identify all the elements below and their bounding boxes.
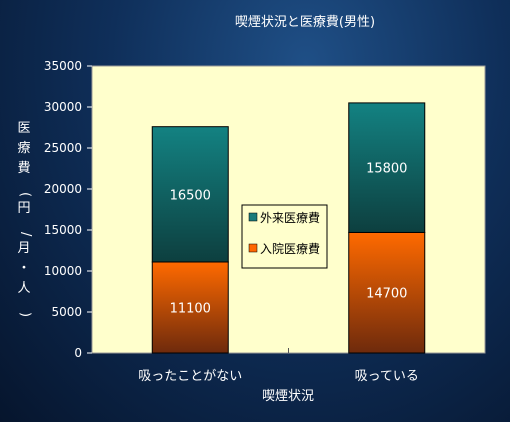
bars: 11100 16500 14700 15800	[151, 102, 426, 354]
bar-inpatient-1	[348, 231, 426, 354]
x-tick-label: 吸っている	[355, 369, 419, 384]
y-axis-title: 医療費(円/月・人)	[17, 121, 32, 317]
bar-inpatient-0	[151, 261, 229, 354]
legend-label: 入院医療費	[260, 241, 320, 256]
y-tick-label: 5000	[51, 305, 82, 319]
bar-outpatient-0	[151, 126, 229, 263]
bar-value-label: 15800	[366, 162, 407, 177]
bar-value-label: 11100	[170, 301, 211, 316]
y-tick-label: 30000	[44, 100, 82, 114]
y-tick-label: 0	[74, 346, 82, 360]
x-axis: 吸ったことがない 吸っている	[138, 369, 419, 384]
legend-swatch	[248, 243, 258, 253]
y-tick-label: 10000	[44, 264, 82, 278]
legend-label: 外来医療費	[260, 210, 320, 225]
legend-swatch	[248, 212, 258, 222]
y-tick-label: 35000	[44, 59, 82, 73]
y-axis-title-text: 医療費(円/月・人)	[17, 121, 32, 317]
x-axis-title: 喫煙状況	[262, 389, 314, 404]
bar-outpatient-1	[348, 102, 426, 233]
y-tick-label: 15000	[44, 223, 82, 237]
chart-title: 喫煙状況と医療費(男性)	[235, 15, 375, 30]
x-tick-label: 吸ったことがない	[138, 369, 242, 384]
y-tick-label: 20000	[44, 182, 82, 196]
bar-value-label: 14700	[366, 287, 407, 302]
bar-value-label: 16500	[170, 188, 211, 203]
y-axis: 0 5000 10000 15000 20000 25000 30000 35000	[44, 59, 289, 360]
y-tick-label: 25000	[44, 141, 82, 155]
